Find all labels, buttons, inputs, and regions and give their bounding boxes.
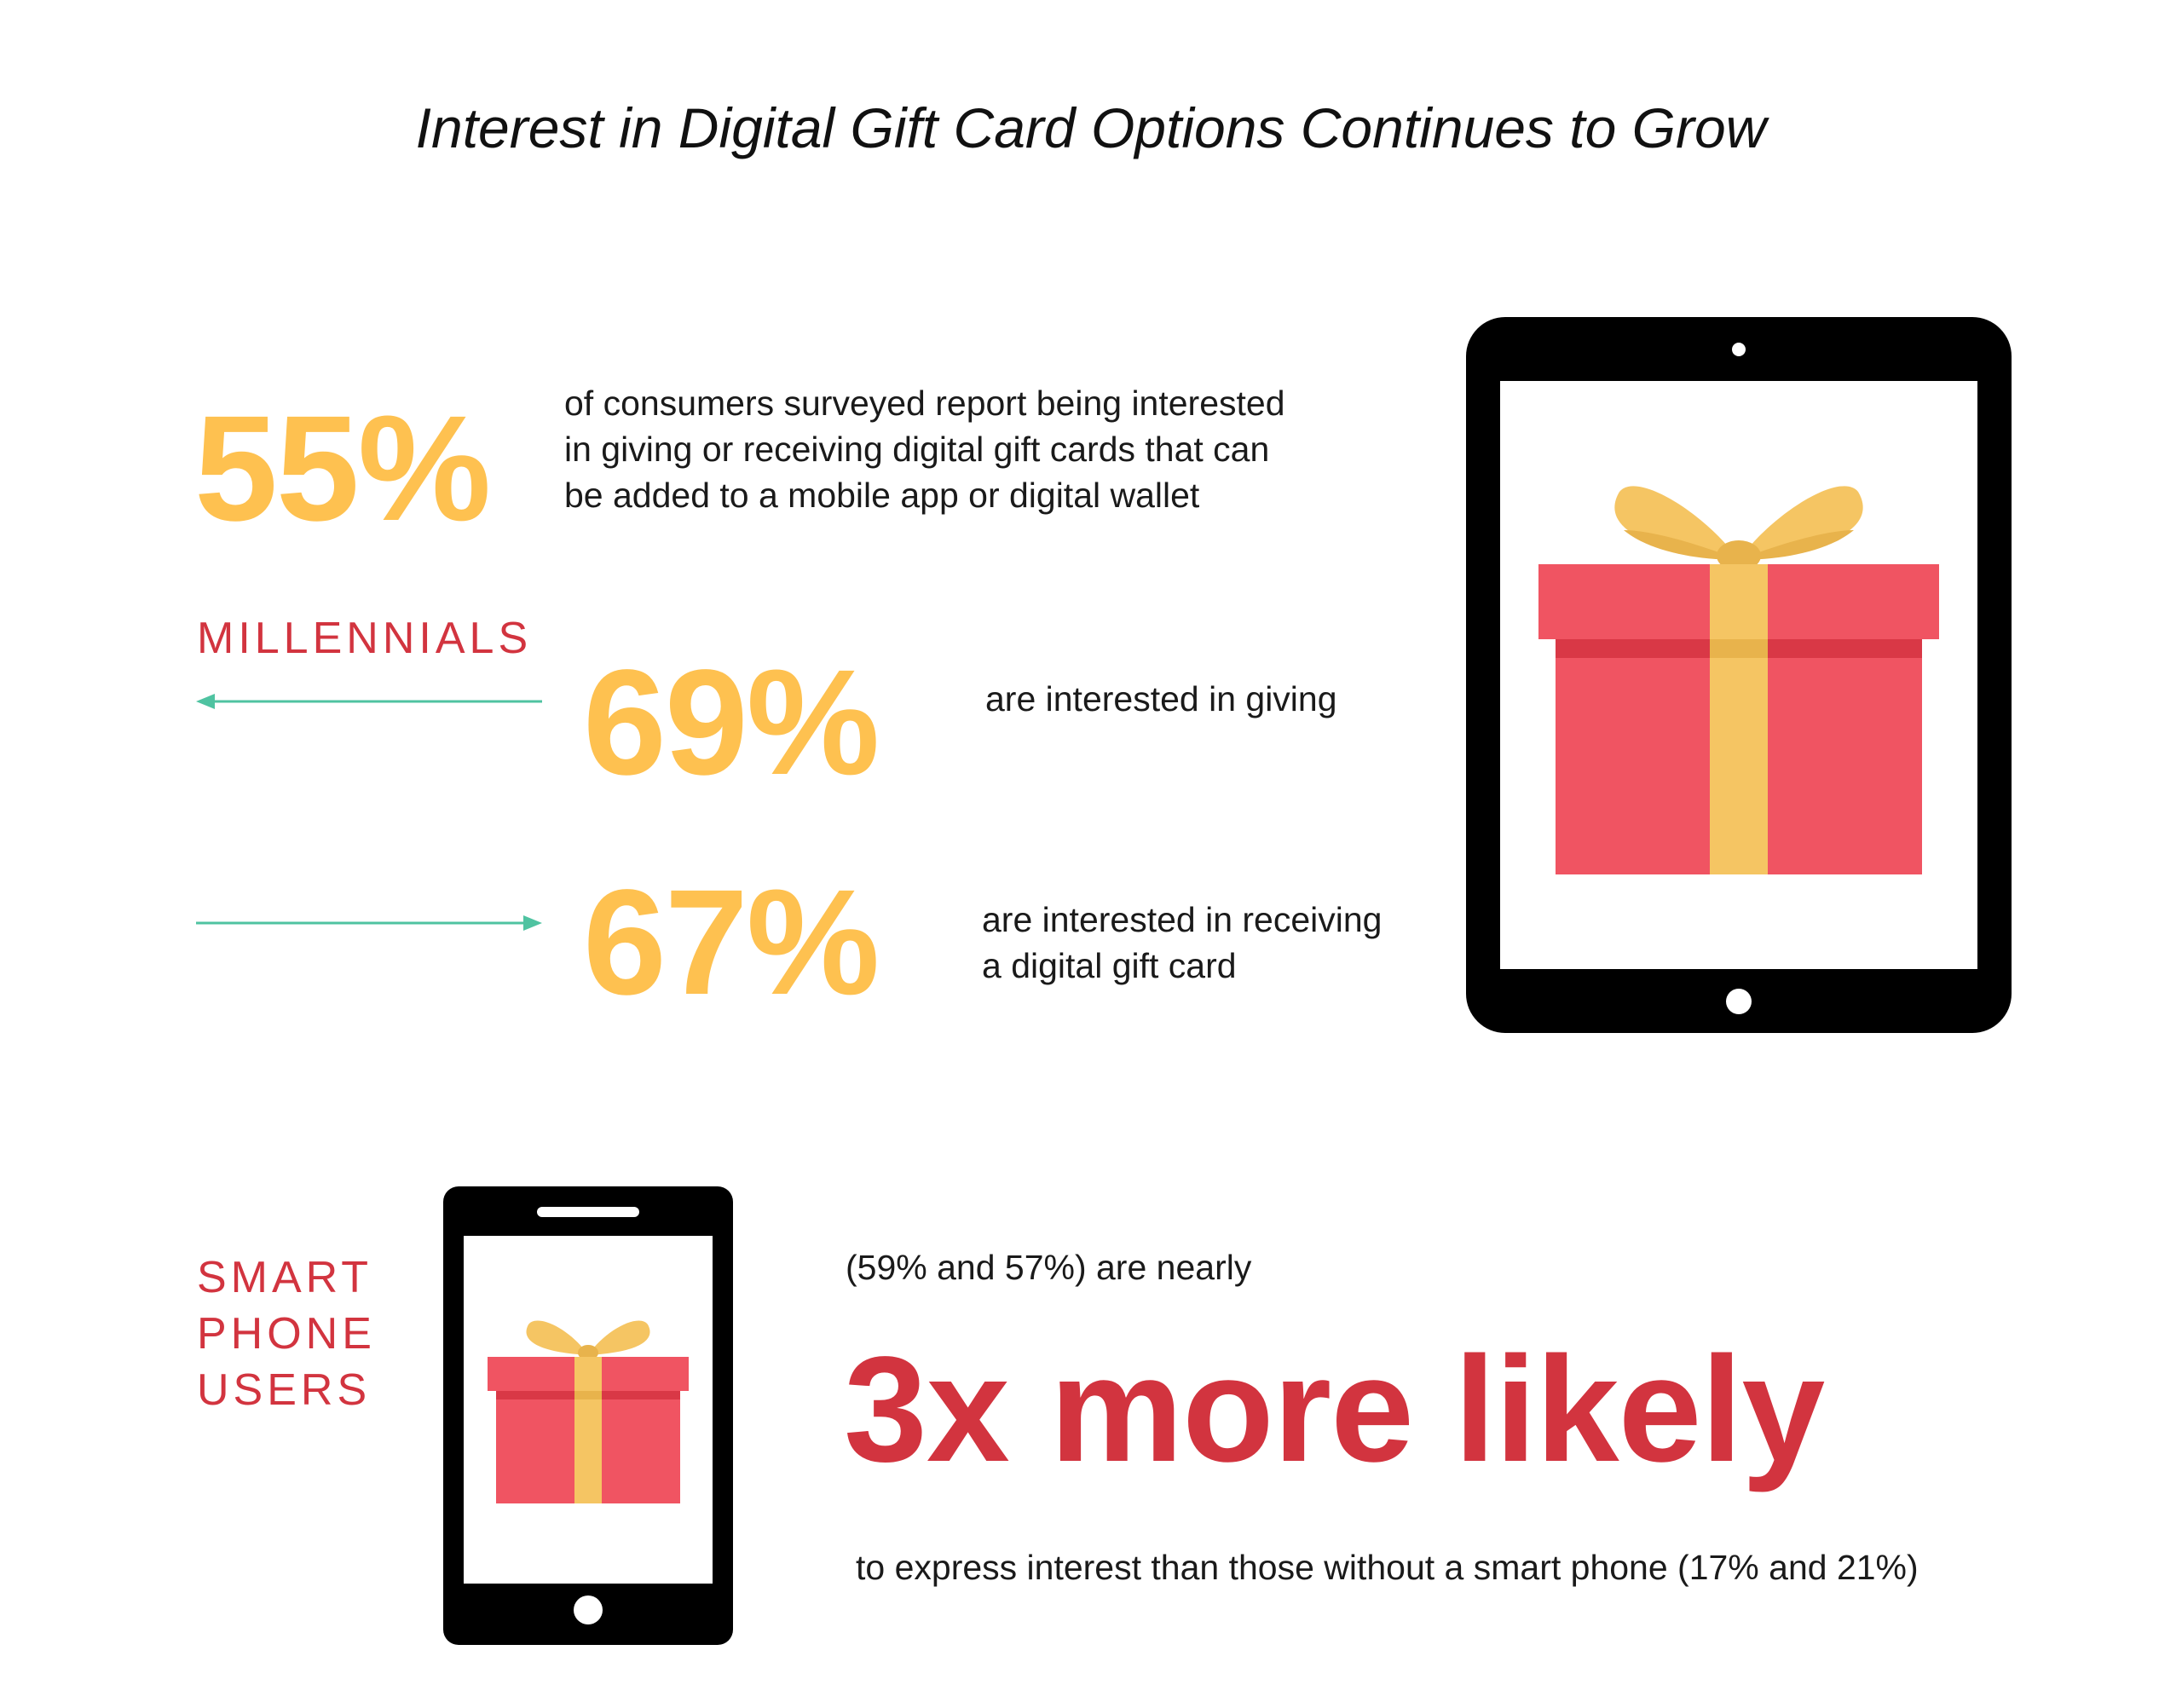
tablet-gift-icon xyxy=(1466,317,2012,1033)
millennials-giving-value: 69% xyxy=(583,648,878,798)
giving-line-1: are interested in giving xyxy=(985,676,1337,722)
millennials-label: MILLENNIALS xyxy=(197,610,532,666)
overall-stat-value: 55% xyxy=(194,394,489,544)
millennials-giving-description: are interested in giving xyxy=(985,676,1337,722)
overall-line-3: be added to a mobile app or digital wall… xyxy=(564,472,1285,518)
smartphone-intro: (59% and 57%) are nearly xyxy=(846,1244,1251,1290)
receiving-line-1: are interested in receiving xyxy=(982,897,1382,943)
overall-line-2: in giving or receiving digital gift card… xyxy=(564,426,1285,472)
smartphone-headline: 3x more likely xyxy=(844,1335,1824,1485)
page-title: Interest in Digital Gift Card Options Co… xyxy=(0,95,2182,160)
right-arrow-icon xyxy=(194,910,546,936)
smartphone-outro: to express interest than those without a… xyxy=(856,1544,1919,1590)
millennials-receiving-value: 67% xyxy=(583,868,878,1018)
receiving-line-2: a digital gift card xyxy=(982,943,1382,989)
smartphone-label-line-1: SMART xyxy=(197,1249,376,1306)
overall-stat-description: of consumers surveyed report being inter… xyxy=(564,380,1285,518)
smartphone-label-line-3: USERS xyxy=(197,1362,376,1418)
smartphone-label-line-2: PHONE xyxy=(197,1306,376,1362)
smartphone-gift-icon xyxy=(443,1186,733,1645)
millennials-receiving-description: are interested in receiving a digital gi… xyxy=(982,897,1382,989)
overall-line-1: of consumers surveyed report being inter… xyxy=(564,380,1285,426)
left-arrow-icon xyxy=(194,689,546,714)
smartphone-users-label: SMART PHONE USERS xyxy=(197,1249,376,1418)
